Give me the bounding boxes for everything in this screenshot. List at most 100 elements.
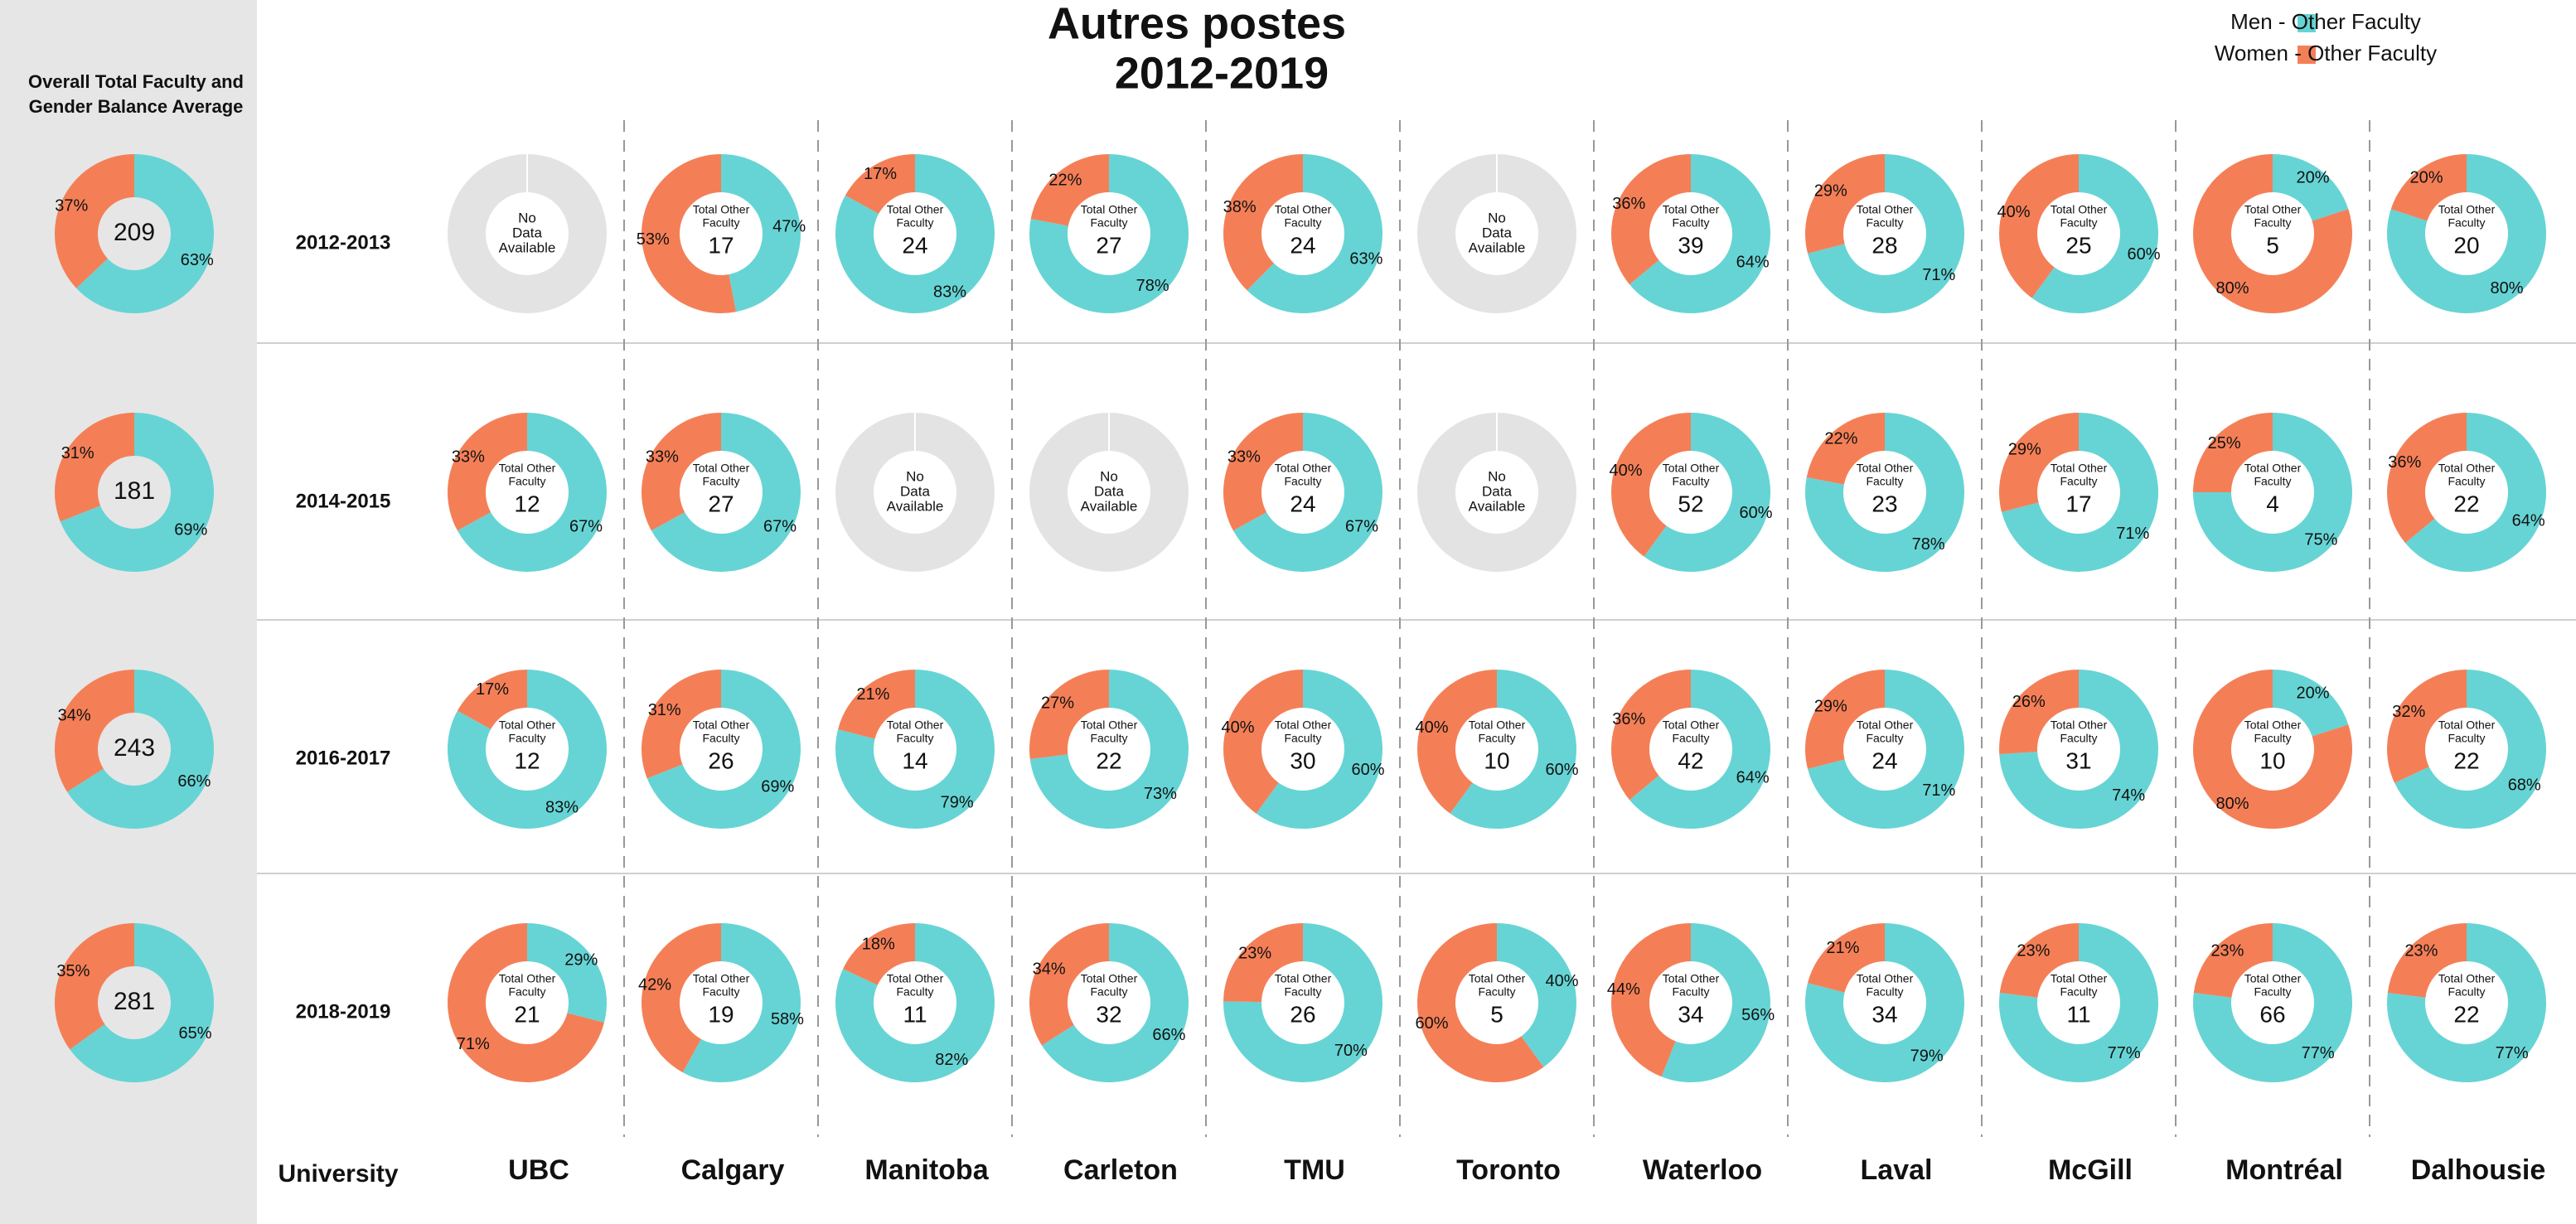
donut-segment bbox=[1629, 669, 1770, 829]
total: 243 bbox=[114, 734, 155, 762]
donut-segment bbox=[66, 670, 215, 829]
percent-label: 38% bbox=[1223, 198, 1257, 216]
donut-segment bbox=[1223, 923, 1382, 1083]
donut-segment bbox=[1999, 154, 2079, 298]
overall-label: Gender Balance Average bbox=[29, 96, 244, 117]
percent-label: 77% bbox=[2108, 1044, 2141, 1062]
center-label: Faculty bbox=[1090, 985, 1127, 999]
center-label: Faculty bbox=[1284, 732, 1321, 745]
percent-label: 78% bbox=[1912, 535, 1945, 554]
percent-label: 60% bbox=[1415, 1014, 1448, 1033]
no-data-label: Data bbox=[512, 225, 542, 240]
percent-label: 42% bbox=[638, 976, 671, 994]
donut-segment bbox=[457, 413, 607, 573]
donut-segment bbox=[1029, 923, 1109, 1046]
percent-label: 23% bbox=[2210, 941, 2244, 960]
percent-label: 58% bbox=[771, 1010, 804, 1028]
center-label: Total Other bbox=[1857, 203, 1914, 216]
donut-segment bbox=[1611, 154, 1691, 285]
donut-segment bbox=[2192, 154, 2352, 314]
percent-label: 33% bbox=[1227, 448, 1261, 466]
total: 26 bbox=[708, 747, 734, 773]
university-label: UBC bbox=[508, 1154, 569, 1186]
center-label: Total Other bbox=[1469, 972, 1526, 985]
center-label: Faculty bbox=[508, 732, 545, 745]
percent-label: 31% bbox=[61, 444, 94, 462]
donut-segment bbox=[54, 670, 134, 792]
percent-label: 29% bbox=[1814, 182, 1847, 201]
donut-segment bbox=[1629, 154, 1770, 313]
no-data-label: Available bbox=[1469, 239, 1526, 255]
subtitle: 2012-2019 bbox=[1115, 48, 1329, 98]
center-label: Faculty bbox=[1672, 732, 1709, 745]
center-label: Faculty bbox=[1866, 732, 1903, 745]
percent-label: 47% bbox=[772, 218, 806, 236]
percent-label: 44% bbox=[1607, 980, 1640, 999]
percent-label: 70% bbox=[1334, 1042, 1368, 1060]
university-label: Carleton bbox=[1063, 1154, 1178, 1186]
donut-segment bbox=[642, 413, 721, 531]
donut-segment bbox=[1030, 154, 1109, 226]
percent-label: 40% bbox=[1609, 462, 1642, 480]
donut-segment bbox=[76, 154, 214, 313]
percent-label: 83% bbox=[545, 798, 579, 816]
center-label: Total Other bbox=[2244, 203, 2302, 216]
center-label: Faculty bbox=[1866, 216, 1903, 230]
percent-label: 27% bbox=[1041, 694, 1074, 713]
total: 42 bbox=[1678, 747, 1703, 773]
no-data-label: No bbox=[1100, 468, 1118, 484]
percent-label: 40% bbox=[1997, 203, 2030, 221]
center-label: Faculty bbox=[2254, 216, 2291, 230]
total: 24 bbox=[1871, 747, 1897, 773]
center-label: Total Other bbox=[2051, 462, 2108, 475]
donut-segment bbox=[2002, 413, 2159, 573]
no-data-label: No bbox=[906, 468, 924, 484]
donut-segment bbox=[2193, 413, 2352, 572]
donut-segment bbox=[1417, 923, 1544, 1083]
axis-label: University bbox=[278, 1160, 398, 1188]
center-label: Total Other bbox=[2051, 972, 2108, 985]
total: 181 bbox=[114, 477, 155, 505]
donut-segment bbox=[843, 923, 915, 985]
no-data-label: Data bbox=[900, 483, 930, 499]
donut-segment bbox=[2193, 413, 2273, 492]
center-label: Total Other bbox=[1469, 718, 1526, 732]
percent-label: 22% bbox=[1048, 172, 1082, 190]
donut-segment bbox=[2193, 923, 2273, 998]
percent-label: 20% bbox=[2297, 684, 2330, 702]
center-label: Total Other bbox=[2438, 462, 2496, 475]
center-label: Total Other bbox=[2051, 203, 2108, 216]
percent-label: 71% bbox=[1922, 266, 1955, 284]
percent-label: 40% bbox=[1415, 718, 1448, 737]
center-label: Total Other bbox=[499, 718, 556, 732]
donut-segment bbox=[1999, 923, 2159, 1082]
percent-label: 29% bbox=[2008, 441, 2041, 459]
donut-segment bbox=[2387, 923, 2547, 1082]
percent-label: 37% bbox=[55, 196, 88, 215]
center-label: Total Other bbox=[1275, 203, 1332, 216]
donut-segment bbox=[1611, 670, 1691, 801]
university-label: McGill bbox=[2048, 1154, 2133, 1186]
no-data-label: Available bbox=[887, 498, 944, 514]
total: 27 bbox=[708, 491, 734, 516]
donut-segment bbox=[1999, 669, 2158, 830]
total: 14 bbox=[902, 747, 927, 773]
total: 17 bbox=[708, 232, 734, 258]
donut-segment bbox=[2387, 670, 2467, 783]
total: 12 bbox=[514, 747, 540, 773]
legend-swatch bbox=[2298, 14, 2316, 32]
percent-label: 34% bbox=[58, 707, 91, 725]
center-label: Total Other bbox=[1275, 718, 1332, 732]
university-label: Waterloo bbox=[1643, 1154, 1762, 1186]
overall-panel bbox=[0, 0, 257, 1224]
legend-label: Women - Other Faculty bbox=[2215, 41, 2437, 65]
percent-label: 74% bbox=[2112, 786, 2145, 805]
center-label: Faculty bbox=[1866, 985, 1903, 999]
percent-label: 53% bbox=[637, 230, 670, 249]
center-label: Faculty bbox=[2448, 985, 2485, 999]
center-label: Faculty bbox=[1284, 985, 1321, 999]
donut-segment bbox=[527, 923, 608, 1023]
percent-label: 64% bbox=[1736, 253, 1770, 271]
center-label: Faculty bbox=[2254, 985, 2291, 999]
center-label: Total Other bbox=[2438, 972, 2496, 985]
